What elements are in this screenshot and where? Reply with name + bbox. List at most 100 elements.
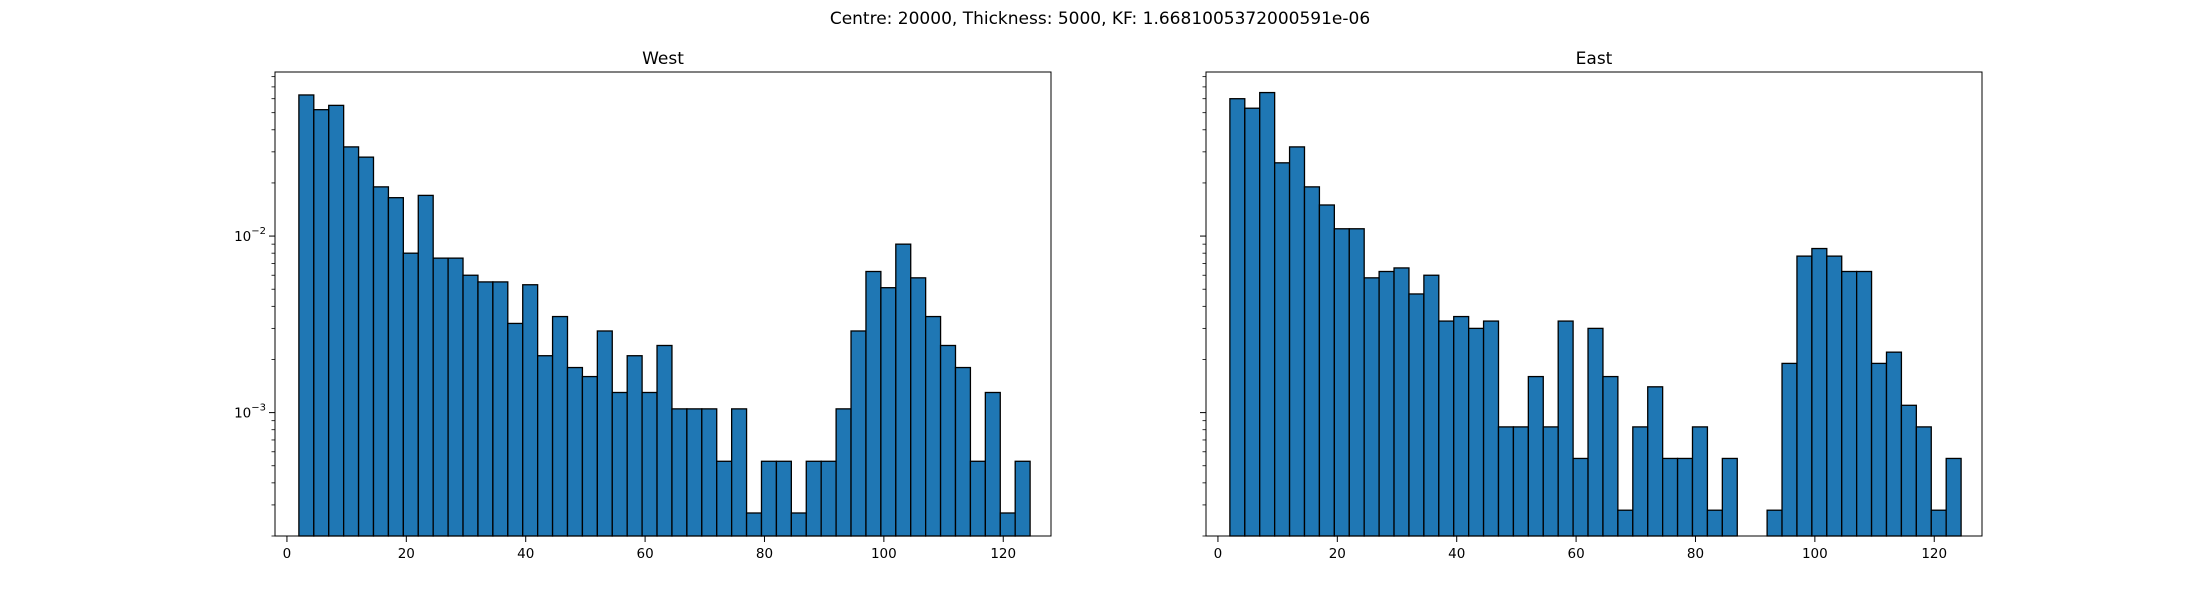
east-bar [1527,375,1544,537]
west-bar [462,274,479,537]
west-bar [551,315,569,537]
west-bar [477,281,494,537]
east-bar [1497,426,1515,537]
east-x-tick-label: 20 [1329,546,1346,562]
west-bar [984,391,1001,537]
west-bar [432,257,449,537]
west-x-tick-label: 120 [990,546,1016,562]
west-bar [507,322,524,537]
east-bar [1467,327,1485,537]
west-x-tick-label: 80 [756,546,773,562]
west-bar [939,344,957,537]
west-bar [910,277,927,537]
east-x-tick-label: 0 [1214,546,1223,562]
east-bar [1482,320,1500,537]
east-bar [1244,107,1261,537]
west-bar [895,243,912,537]
east-bar [1915,426,1932,537]
east-bar [1691,426,1709,537]
west-bar [447,257,464,537]
west-bar [492,281,509,537]
west-bar [701,408,718,537]
west-bar [865,270,882,537]
east-bar [1453,315,1470,537]
west-x-tick-label: 100 [871,546,897,562]
west-y-axis: 10−3 10−2 [234,76,275,537]
panel-west: West 0 20 40 60 80 100 120 10−3 10−2 [234,49,1052,562]
east-bar [1900,404,1917,537]
east-bar [1378,270,1395,537]
east-bar [1318,204,1335,537]
west-bar [775,460,792,537]
west-bar [730,408,748,537]
east-bar [1811,247,1828,537]
east-x-axis: 0 20 40 60 80 100 120 [1214,536,1947,562]
west-bar [313,109,330,537]
west-bar [328,104,345,537]
west-x-tick-label: 40 [517,546,534,562]
west-bar [835,408,852,537]
east-bar [1259,91,1276,537]
west-bar [372,186,390,537]
west-x-tick-label: 20 [398,546,415,562]
west-bar [536,355,554,537]
east-bar [1781,362,1798,537]
west-y-tick-label: 10−3 [234,403,266,422]
west-panel-title: West [642,49,684,69]
west-bars [298,94,1031,537]
west-bar [805,460,822,537]
east-bar [1423,274,1440,537]
east-bar [1721,457,1738,537]
east-bar [1945,457,1962,537]
east-bar [1870,362,1888,537]
west-bar [790,512,807,537]
west-bar [641,391,658,537]
east-x-tick-label: 60 [1567,546,1584,562]
east-bar [1288,146,1306,537]
east-bar [1303,186,1321,537]
east-bar [1647,386,1664,537]
east-bar [1602,375,1619,537]
east-bar [1617,509,1634,537]
panel-east: East 0 20 40 60 80 100 120 [1200,49,1983,562]
east-bar [1930,509,1947,537]
east-bar [1766,509,1783,537]
west-bar [850,330,867,537]
east-bars [1229,91,1962,537]
west-bar [581,375,598,537]
west-bar [716,460,733,537]
west-bar [626,355,643,537]
west-bar [566,366,584,537]
west-x-tick-label: 60 [636,546,653,562]
west-bar [686,408,703,537]
west-x-axis: 0 20 40 60 80 100 120 [283,536,1016,562]
west-bar [417,194,434,537]
east-bar [1348,228,1365,537]
east-bar [1706,509,1723,537]
east-bar [1796,255,1813,537]
east-bar [1826,255,1843,537]
west-bar [924,315,942,537]
east-bar [1273,162,1291,537]
west-bar [611,391,628,537]
east-bar [1408,293,1425,537]
east-x-tick-label: 40 [1448,546,1465,562]
east-x-tick-label: 100 [1802,546,1828,562]
east-y-axis [1200,76,1206,537]
west-axes-frame [274,71,1052,537]
east-bar [1333,228,1350,537]
east-bar [1855,270,1873,537]
west-bar [745,512,763,537]
east-bar [1885,351,1903,537]
west-bar [999,512,1016,537]
west-bar [596,330,613,537]
west-bar [342,146,360,537]
east-bar [1542,426,1559,537]
west-y-tick-label: 10−2 [234,226,266,245]
east-axes-frame [1205,71,1983,537]
east-bar [1557,320,1574,537]
east-bar [1676,457,1694,537]
west-bar [1014,460,1031,537]
east-bar [1393,267,1410,537]
